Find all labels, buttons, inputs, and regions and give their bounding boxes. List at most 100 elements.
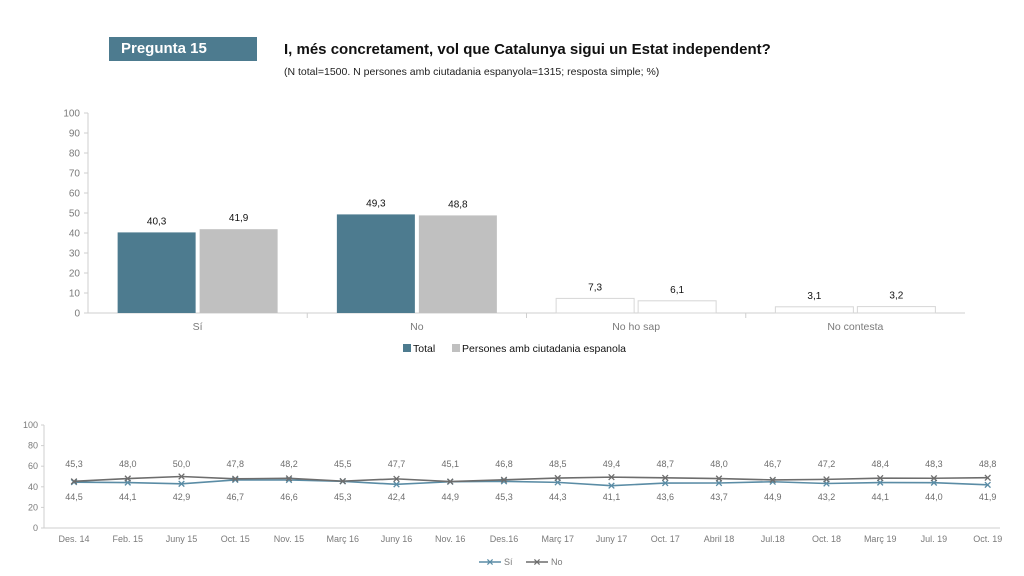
line-no-data-label: 48,5 (549, 459, 567, 469)
line-si-data-label: 44,5 (65, 492, 83, 502)
line-si-data-label: 45,3 (334, 492, 352, 502)
line-no-data-label: 49,4 (603, 459, 621, 469)
bar-data-label: 49,3 (366, 198, 386, 209)
bar-spanish (199, 229, 278, 313)
series-point-si (393, 481, 400, 488)
bar-y-tick-label: 40 (69, 229, 81, 240)
line-x-tick-label: Des. 14 (58, 534, 89, 544)
series-point-no (715, 475, 723, 482)
series-point-no (500, 476, 508, 484)
line-x-tick-label: Març 16 (326, 534, 359, 544)
series-point-no (769, 476, 776, 484)
series-point-no (339, 477, 346, 485)
line-x-tick-label: Des.16 (490, 534, 519, 544)
line-y-tick-label: 0 (33, 523, 38, 533)
series-point-no (231, 475, 239, 483)
question-badge: Pregunta 15 (109, 37, 257, 61)
line-x-tick-label: Nov. 15 (274, 534, 304, 544)
line-x-tick-label: Abril 18 (704, 534, 735, 544)
bar-category-label: No (410, 321, 424, 333)
series-point-si (661, 479, 669, 487)
line-y-tick-label: 40 (28, 482, 38, 492)
series-point-no (393, 475, 400, 483)
line-no-data-label: 47,8 (226, 459, 244, 469)
bar-data-label: 41,9 (229, 213, 249, 224)
line-si-data-label: 44,1 (871, 492, 889, 502)
series-point-si (984, 481, 991, 489)
bar-category-label: No contesta (827, 321, 883, 333)
bar-data-label: 48,8 (448, 199, 468, 210)
line-x-tick-label: Oct. 17 (651, 534, 680, 544)
bar-data-label: 3,2 (889, 291, 903, 302)
line-x-tick-label: Març 19 (864, 534, 897, 544)
bar-y-tick-label: 100 (63, 109, 80, 120)
bar-y-tick-label: 50 (69, 209, 81, 220)
line-no-data-label: 45,5 (334, 459, 352, 469)
bar-y-tick-label: 20 (69, 269, 81, 280)
line-y-tick-label: 100 (23, 420, 38, 430)
line-no-data-label: 48,0 (710, 459, 728, 469)
series-point-no (70, 478, 78, 485)
line-no-data-label: 48,7 (656, 459, 674, 469)
series-point-no (823, 476, 830, 483)
line-no-data-label: 50,0 (173, 459, 191, 469)
series-line-si (73, 479, 988, 487)
bar-category-label: Sí (193, 321, 203, 333)
line-si-data-label: 46,6 (280, 492, 298, 502)
bar-data-label: 7,3 (588, 282, 602, 293)
bar-total (336, 214, 415, 313)
line-x-tick-label: Juny 17 (596, 534, 628, 544)
series-point-no (285, 475, 293, 482)
bar-data-label: 6,1 (670, 285, 684, 296)
bar-y-tick-label: 0 (74, 309, 80, 320)
line-no-data-label: 47,7 (388, 459, 406, 469)
series-line-no (73, 475, 988, 483)
line-si-data-label: 43,6 (656, 492, 674, 502)
line-x-tick-label: Oct. 19 (973, 534, 1002, 544)
line-no-data-label: 45,1 (441, 459, 459, 469)
line-si-data-label: 45,3 (495, 492, 513, 502)
bar-spanish (637, 300, 717, 314)
line-si-data-label: 44,9 (764, 492, 782, 502)
series-point-no (661, 474, 669, 482)
bar-spanish (418, 215, 497, 313)
legend-spanish-label: Persones amb ciutadania espanola (462, 343, 626, 355)
bar-chart: 0 10 20 30 40 50 60 70 80 90 100 Sí 40,3 41,9 No 49,3 48… (63, 109, 965, 355)
bar-y-tick-label: 90 (69, 129, 81, 140)
legend-total-swatch (403, 344, 411, 352)
line-x-tick-label: Jul.18 (761, 534, 785, 544)
bar-total (555, 297, 635, 314)
line-si-data-label: 46,7 (226, 492, 244, 502)
series-point-no (608, 473, 615, 481)
bar-y-tick-label: 30 (69, 249, 81, 260)
legend-si-marker (486, 558, 494, 566)
line-si-data-label: 42,9 (173, 492, 191, 502)
bar-data-label: 3,1 (807, 291, 821, 302)
series-point-no (554, 474, 561, 482)
line-x-tick-label: Oct. 15 (221, 534, 250, 544)
line-x-tick-label: Jul. 19 (921, 534, 948, 544)
bar-category-label: No ho sap (612, 321, 660, 333)
bar-y-tick-label: 60 (69, 189, 81, 200)
legend-total-label: Total (413, 343, 435, 355)
line-si-data-label: 41,1 (603, 492, 621, 502)
line-si-data-label: 42,4 (388, 492, 406, 502)
line-no-data-label: 45,3 (65, 459, 83, 469)
line-si-data-label: 43,2 (818, 492, 836, 502)
series-point-no (178, 473, 185, 480)
line-x-tick-label: Juny 16 (381, 534, 413, 544)
line-no-data-label: 48,0 (119, 459, 137, 469)
line-no-data-label: 46,8 (495, 459, 513, 469)
line-x-tick-label: Feb. 15 (112, 534, 143, 544)
line-si-data-label: 44,1 (119, 492, 137, 502)
line-no-data-label: 47,2 (818, 459, 836, 469)
line-no-data-label: 48,4 (871, 459, 889, 469)
line-no-data-label: 48,2 (280, 459, 298, 469)
line-si-data-label: 44,9 (441, 492, 459, 502)
bar-spanish (856, 306, 936, 314)
line-no-data-label: 48,8 (979, 459, 997, 469)
line-x-tick-label: Març 17 (541, 534, 574, 544)
line-si-data-label: 44,0 (925, 492, 943, 502)
line-y-tick-label: 60 (28, 461, 38, 471)
